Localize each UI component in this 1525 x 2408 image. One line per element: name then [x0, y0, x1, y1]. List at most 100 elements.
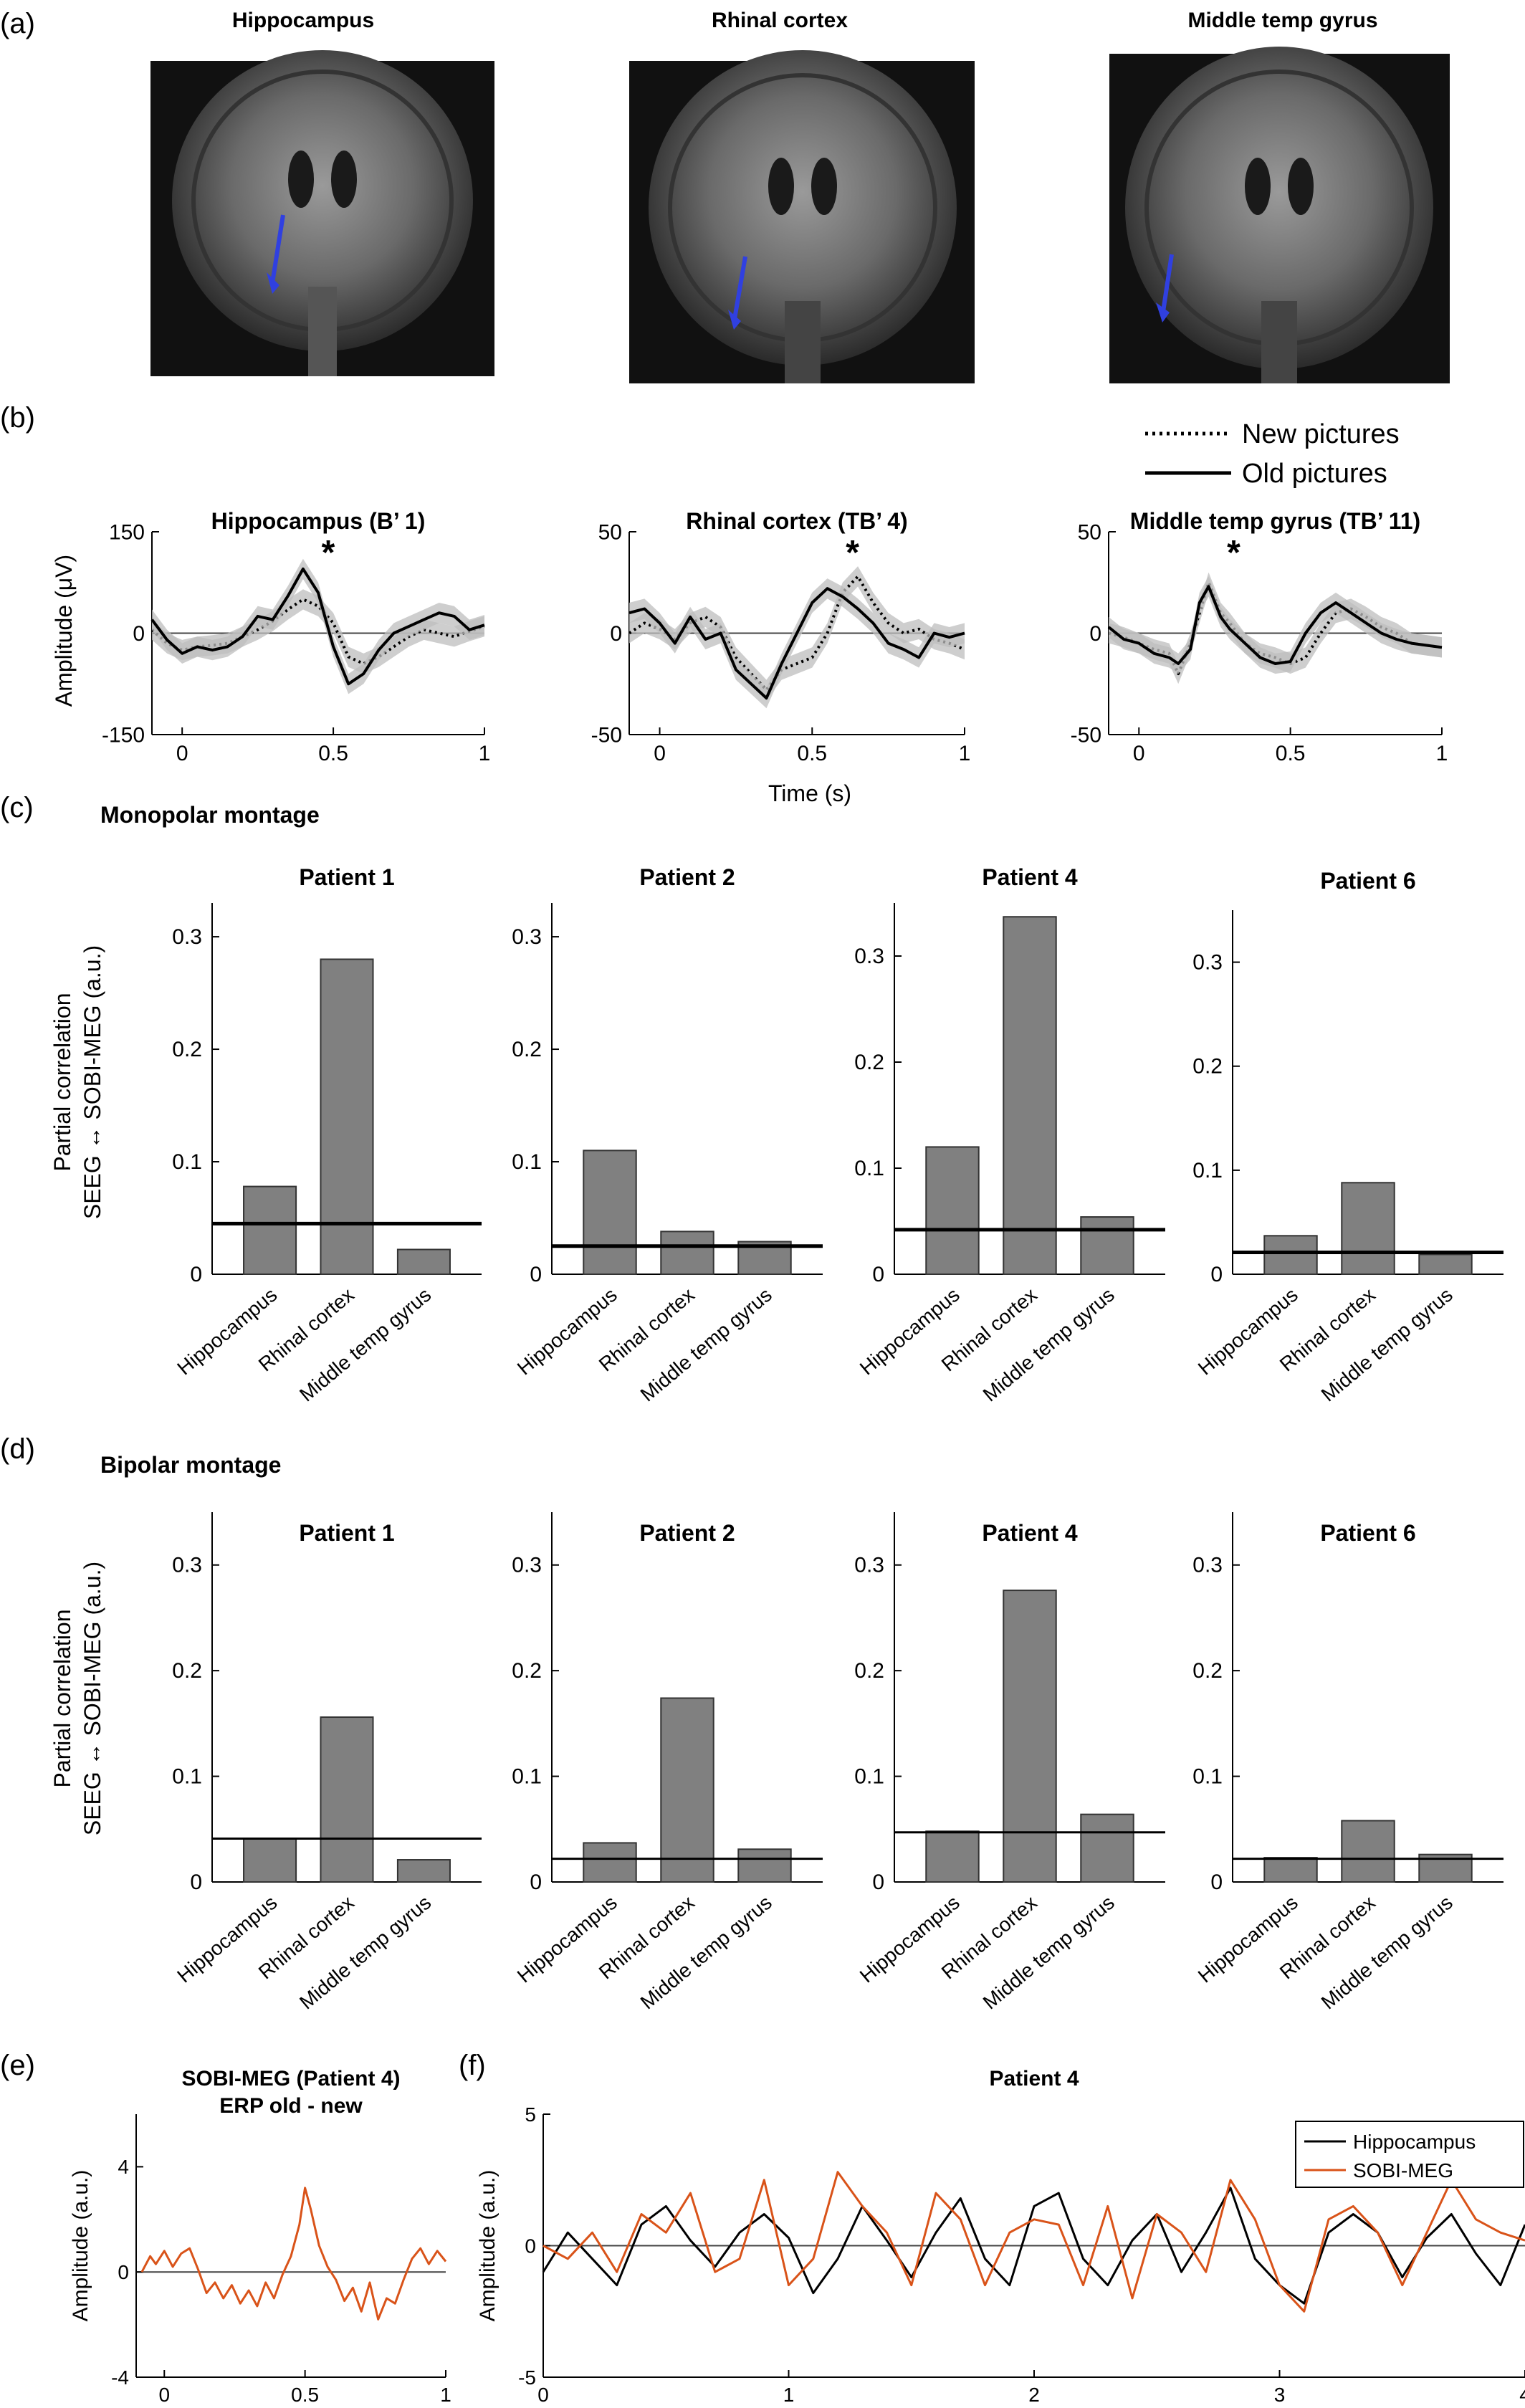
x-tick-label: Middle temp gyrus	[1317, 1284, 1457, 1406]
x-tick-label: Middle temp gyrus	[636, 1891, 776, 2014]
x-tick-label: Middle temp gyrus	[295, 1284, 435, 1406]
erp-chart-middle-temp-gyrus: 0 0.5 1 -50 0 50 Middle temp gyrus (TB’ 11)*	[1071, 508, 1448, 765]
series-line-old-pictures	[628, 587, 965, 700]
x-tick-label: 0.5	[1276, 742, 1306, 765]
y-tick-label: 0.1	[1192, 1765, 1223, 1789]
bar-middle-temp-gyrus	[396, 1859, 451, 1883]
series-line-old-pictures	[150, 567, 485, 686]
x-tick-label: 0	[158, 2384, 170, 2406]
y-tick-label: 0.2	[854, 1659, 884, 1683]
y-tick-label: 0	[872, 1263, 884, 1286]
x-tick-label: 1	[1436, 742, 1448, 765]
sem-band-old-pictures	[152, 558, 484, 694]
legend-label-sobi-meg: SOBI-MEG	[1353, 2159, 1453, 2182]
x-tick-label: 0	[1133, 742, 1145, 765]
erp-chart-hippocampus: 0 0.5 1 -150 0 150 Hippocampus (B’ 1)*	[102, 508, 490, 765]
electrode-arrow-icon	[270, 214, 285, 284]
x-axis-label: Time (s)	[252, 2406, 330, 2408]
y-tick-label: 0.1	[172, 1150, 202, 1174]
bar-hippocampus	[925, 1146, 980, 1276]
panel-a-label: (a)	[0, 8, 35, 39]
y-tick-label: 0.2	[512, 1038, 542, 1061]
chart-subtitle: ERP old - new	[219, 2094, 363, 2118]
x-tick-label: 1	[479, 742, 491, 765]
y-tick-label: 0.2	[1192, 1055, 1223, 1079]
chart-title: Patient 4	[982, 864, 1078, 890]
chart-title: Patient 4	[989, 2067, 1079, 2091]
bar-rhinal-cortex	[1003, 916, 1057, 1275]
bar-rhinal-cortex	[320, 958, 374, 1275]
panel-e-label: (e)	[0, 2050, 35, 2081]
electrode-arrow-icon	[732, 256, 747, 320]
y-tick-label: 0	[1210, 1263, 1223, 1286]
x-tick-label: 3	[1274, 2384, 1286, 2406]
bipolar-title: Bipolar montage	[100, 1452, 281, 1478]
bar-middle-temp-gyrus	[1080, 1813, 1134, 1883]
c-ylabel-line1: Partial correlation	[49, 993, 75, 1172]
y-tick-label: 0.3	[172, 1554, 202, 1577]
y-tick-label: 0.2	[854, 1051, 884, 1074]
chart-title: Patient 6	[1320, 1520, 1415, 1546]
y-tick-label: 0.3	[512, 1554, 542, 1577]
x-tick-label: 0	[654, 742, 666, 765]
y-tick-label: 0.1	[854, 1157, 884, 1180]
sem-band-old-pictures	[629, 578, 965, 709]
y-tick-label: 150	[109, 521, 145, 545]
d-ylabel-line2: SEEG ↔ SOBI-MEG (a.u.)	[80, 1562, 105, 1835]
y-tick-label: 5	[525, 2103, 536, 2126]
y-tick-label: -150	[102, 724, 145, 747]
bar-hippocampus	[243, 1185, 297, 1275]
y-tick-label: 0.3	[854, 1554, 884, 1577]
y-tick-label: 0.1	[1192, 1159, 1223, 1182]
bar-rhinal-cortex	[1341, 1820, 1395, 1883]
mri-title-rhinal-cortex: Rhinal cortex	[712, 9, 848, 32]
y-tick-label: 0	[1210, 1870, 1223, 1894]
y-tick-label: 0	[190, 1870, 202, 1894]
significance-asterisk: *	[1227, 534, 1240, 572]
bar-rhinal-cortex	[660, 1697, 714, 1883]
y-axis-label: Amplitude (a.u.)	[69, 2170, 92, 2322]
x-tick-label: 0.5	[318, 742, 348, 765]
sobi-meg-erp-chart: 0 0.5 1 -4 0 4 SOBI-MEG (Patient 4) ERP old - n…	[69, 2067, 451, 2408]
b-ylabel: Amplitude (μV)	[51, 555, 77, 707]
y-tick-label: 0.2	[512, 1659, 542, 1683]
bar-hippocampus	[1263, 1235, 1318, 1275]
x-tick-label: 0	[537, 2384, 549, 2406]
bar-middle-temp-gyrus	[1418, 1253, 1473, 1275]
panel-b-label: (b)	[0, 402, 35, 434]
x-tick-label: 0.5	[291, 2384, 319, 2406]
y-tick-label: 0	[530, 1263, 542, 1286]
panel-d-label: (d)	[0, 1433, 35, 1465]
y-tick-label: 0	[133, 622, 145, 646]
panel-c-label: (c)	[0, 792, 34, 823]
x-tick-label: 0	[176, 742, 188, 765]
mri-image-hippocampus	[150, 50, 494, 376]
y-tick-label: 0.2	[172, 1038, 202, 1061]
legend-label-old: Old pictures	[1242, 459, 1387, 489]
panel-f-label: (f)	[459, 2050, 486, 2081]
x-tick-label: 2	[1028, 2384, 1040, 2406]
x-tick-label: 1	[440, 2384, 451, 2406]
d-ylabel-line1: Partial correlation	[49, 1610, 75, 1788]
y-tick-label: 0	[530, 1870, 542, 1894]
x-axis-label: Time (s)	[995, 2406, 1074, 2408]
chart-title: SOBI-MEG (Patient 4)	[181, 2067, 400, 2091]
legend-box-f	[1295, 2121, 1524, 2188]
y-tick-label: 0	[190, 1263, 202, 1286]
series-line-new-pictures	[628, 575, 965, 692]
chart-title: Rhinal cortex (TB’ 4)	[686, 508, 907, 534]
sem-band-new-pictures	[629, 566, 965, 700]
bar-middle-temp-gyrus	[396, 1248, 451, 1276]
bar-hippocampus	[925, 1830, 980, 1883]
series-line-old-pictures	[1107, 585, 1443, 665]
chart-title: Middle temp gyrus (TB’ 11)	[1130, 508, 1420, 534]
legend-label-new: New pictures	[1242, 419, 1400, 449]
y-tick-label: -4	[111, 2366, 129, 2389]
